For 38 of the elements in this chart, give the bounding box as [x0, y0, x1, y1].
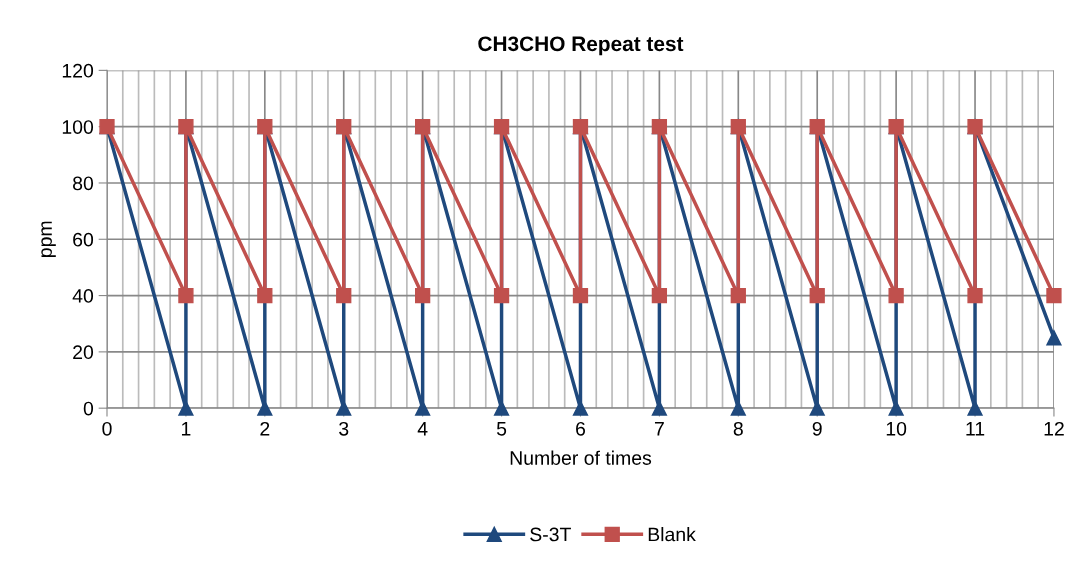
x-tick-label: 5 — [496, 422, 507, 436]
x-tick-label: 8 — [733, 421, 743, 436]
x-tick-label: 2 — [260, 421, 270, 436]
x-axis-title: Number of times — [510, 450, 652, 465]
x-tick-label: 3 — [339, 421, 349, 436]
x-tick-label: 4 — [417, 422, 428, 436]
y-tick-label: 0 — [83, 401, 94, 416]
point — [572, 287, 589, 304]
point — [1046, 330, 1062, 346]
point — [415, 287, 431, 304]
x-tick-label: 9 — [812, 421, 822, 436]
legend-label: S-3T — [530, 527, 571, 542]
point — [730, 287, 746, 304]
y-tick-label: 80 — [73, 176, 94, 191]
legend-label: Blank — [648, 527, 696, 542]
point — [967, 287, 983, 304]
x-tick-label: 6 — [576, 421, 586, 436]
y-axis-title: ppm — [41, 221, 56, 257]
point — [257, 287, 273, 304]
x-tick-label: 10 — [886, 421, 907, 436]
point — [1046, 287, 1062, 304]
y-tick-label: 40 — [72, 289, 94, 303]
point — [178, 287, 194, 304]
y-tick-label: 60 — [73, 232, 94, 247]
x-tick-label: 7 — [654, 422, 664, 436]
x-tick-label: 0 — [102, 421, 112, 436]
y-tick-label: 100 — [62, 120, 94, 134]
y-tick-label: 120 — [62, 63, 94, 78]
x-tick-label: 12 — [1044, 421, 1064, 436]
point — [651, 287, 668, 304]
point — [336, 287, 352, 304]
x-tick-label: 1 — [181, 422, 191, 436]
point — [809, 287, 825, 304]
point — [493, 287, 510, 304]
chart-title: CH3CHO Repeat test — [478, 36, 684, 56]
y-tick-label: 20 — [73, 345, 94, 360]
point — [888, 287, 904, 304]
x-tick-label: 11 — [966, 422, 985, 436]
